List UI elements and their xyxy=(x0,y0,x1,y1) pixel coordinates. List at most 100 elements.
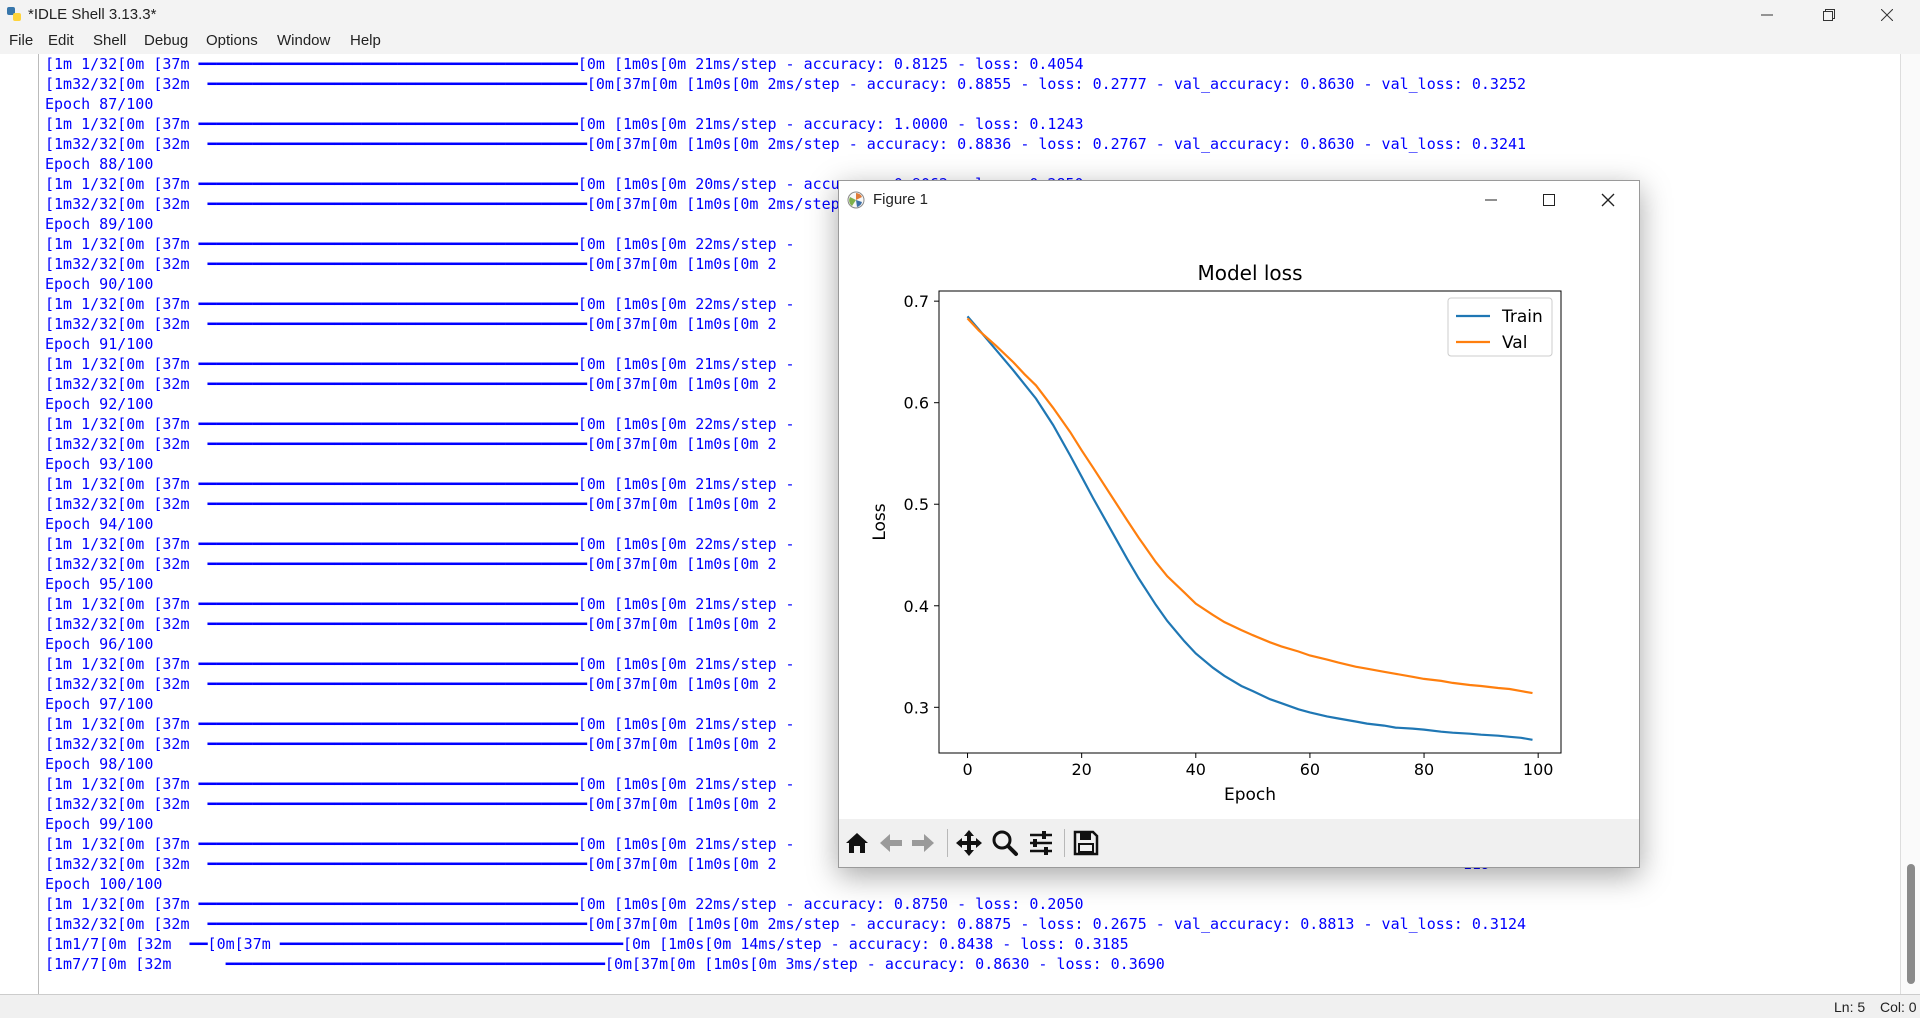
menu-shell[interactable]: Shell xyxy=(93,32,126,49)
shell-output-line: [1m 1/32[0m [37m ━━━━━━━━━━━━━━━━━━━━… xyxy=(45,354,795,374)
home-icon xyxy=(844,830,870,856)
close-icon xyxy=(1601,193,1615,207)
shell-output-line: [1m 1/32[0m [37m ━━━━━━━━━━━━━━━━━━━━… xyxy=(45,894,1102,914)
toolbar-separator xyxy=(1064,829,1065,857)
figure-canvas[interactable]: Model loss 0 20 40 60 80 100 0.3 0.4 0.5 0.6 0.7 Epo… xyxy=(839,219,1639,819)
epoch-line: Epoch 97/100 xyxy=(45,694,153,714)
series-line-train xyxy=(968,316,1533,739)
epoch-line: Epoch 95/100 xyxy=(45,574,153,594)
python-icon xyxy=(6,6,22,22)
x-tick-label: 80 xyxy=(1414,760,1434,779)
shell-output-line: [1m32/32[0m [32m ━━━━━━━━━━━━━━━━━━… xyxy=(45,74,1526,94)
epoch-line: Epoch 94/100 xyxy=(45,514,153,534)
x-tick-label: 60 xyxy=(1300,760,1320,779)
menu-edit[interactable]: Edit xyxy=(48,32,74,49)
epoch-line: Epoch 91/100 xyxy=(45,334,153,354)
menu-debug[interactable]: Debug xyxy=(144,32,188,49)
chart-title: Model loss xyxy=(1197,261,1302,285)
restore-button[interactable] xyxy=(1800,0,1858,30)
vertical-scrollbar[interactable] xyxy=(1900,54,1920,994)
zoom-button[interactable] xyxy=(990,828,1020,858)
shell-output-line: [1m 1/32[0m [37m ━━━━━━━━━━━━━━━━━━━━… xyxy=(45,714,795,734)
save-icon xyxy=(1073,830,1099,856)
loss-chart: Model loss 0 20 40 60 80 100 0.3 0.4 0.5 0.6 0.7 Epo… xyxy=(839,219,1639,819)
legend-label-val: Val xyxy=(1502,333,1527,353)
y-tick-label: 0.4 xyxy=(904,597,929,616)
shell-output-line: [1m7/7[0m [32m ━━━━━━━━━━━━━━━━… xyxy=(45,954,1165,974)
legend-label-train: Train xyxy=(1501,307,1543,327)
configure-subplots-button[interactable] xyxy=(1026,828,1056,858)
x-axis-label: Epoch xyxy=(1224,785,1276,805)
shell-output-line: [1m32/32[0m [32m ━━━━━━━━━━━━━━━━━━… xyxy=(45,914,1526,934)
shell-output-line: [1m 1/32[0m [37m ━━━━━━━━━━━━━━━━━━━━… xyxy=(45,654,795,674)
matplotlib-icon xyxy=(847,191,865,209)
y-tick-label: 0.3 xyxy=(904,698,929,717)
menu-options[interactable]: Options xyxy=(206,32,258,49)
epoch-line: Epoch 88/100 xyxy=(45,154,153,174)
shell-output-line: [1m 1/32[0m [37m ━━━━━━━━━━━━━━━━━━━━… xyxy=(45,774,795,794)
figure-window[interactable]: Figure 1 Model loss 0 20 40 60 80 100 0.3 0.4 0.5… xyxy=(838,180,1640,868)
epoch-line: Epoch 87/100 xyxy=(45,94,153,114)
y-tick-label: 0.7 xyxy=(904,292,929,311)
status-line: Ln: 5 xyxy=(1834,999,1865,1015)
forward-arrow-icon xyxy=(910,830,936,856)
figure-minimize-button[interactable] xyxy=(1462,181,1520,219)
shell-output-line: [1m 1/32[0m [37m ━━━━━━━━━━━━━━━━━━━━… xyxy=(45,534,795,554)
x-tick-label: 20 xyxy=(1071,760,1091,779)
configure-subplots-icon xyxy=(1027,829,1055,857)
shell-output-line: [1m 1/32[0m [37m ━━━━━━━━━━━━━━━━━━━━… xyxy=(45,234,795,254)
y-tick-label: 0.5 xyxy=(904,495,929,514)
restore-icon xyxy=(1823,9,1835,21)
epoch-line: Epoch 100/100 xyxy=(45,874,162,894)
minimize-button[interactable] xyxy=(1738,0,1796,30)
shell-output-line: [1m1/7[0m [32m ━━[0m[37m ━━━━━━━━━━… xyxy=(45,934,1147,954)
home-button[interactable] xyxy=(842,828,872,858)
toolbar-separator xyxy=(947,829,948,857)
shell-output-line: [1m 1/32[0m [37m ━━━━━━━━━━━━━━━━━━━━… xyxy=(45,594,795,614)
shell-output-line: [1m32/32[0m [32m ━━━━━━━━━━━━━━━━━━… xyxy=(45,134,1526,154)
close-button[interactable] xyxy=(1858,0,1916,30)
shell-output-line: [1m 1/32[0m [37m ━━━━━━━━━━━━━━━━━━━━… xyxy=(45,54,1102,74)
epoch-line: Epoch 92/100 xyxy=(45,394,153,414)
figure-title: Figure 1 xyxy=(873,191,928,208)
status-bar: Ln: 5 Col: 0 xyxy=(0,994,1920,1018)
x-tick-label: 0 xyxy=(962,760,972,779)
series-line-val xyxy=(968,318,1533,693)
shell-output-line: [1m 1/32[0m [37m ━━━━━━━━━━━━━━━━━━━━… xyxy=(45,834,795,854)
y-tick-label: 0.6 xyxy=(904,394,929,413)
status-column: Col: 0 xyxy=(1880,999,1917,1015)
close-icon xyxy=(1881,9,1893,21)
x-tick-label: 100 xyxy=(1523,760,1554,779)
scrollbar-thumb[interactable] xyxy=(1907,864,1915,984)
figure-maximize-button[interactable] xyxy=(1520,181,1578,219)
x-tick-label: 40 xyxy=(1186,760,1206,779)
epoch-line: Epoch 96/100 xyxy=(45,634,153,654)
epoch-line: Epoch 90/100 xyxy=(45,274,153,294)
epoch-line: Epoch 89/100 xyxy=(45,214,153,234)
epoch-line: Epoch 93/100 xyxy=(45,454,153,474)
zoom-icon xyxy=(991,829,1019,857)
figure-close-button[interactable] xyxy=(1579,181,1637,219)
epoch-line: Epoch 98/100 xyxy=(45,754,153,774)
y-axis-label: Loss xyxy=(870,503,890,540)
epoch-line: Epoch 99/100 xyxy=(45,814,153,834)
pan-button[interactable] xyxy=(954,828,984,858)
title-bar: *IDLE Shell 3.13.3* xyxy=(0,0,1920,30)
pan-icon xyxy=(955,829,983,857)
back-button[interactable] xyxy=(876,828,906,858)
menu-help[interactable]: Help xyxy=(350,32,381,49)
shell-output-line: [1m 1/32[0m [37m ━━━━━━━━━━━━━━━━━━━━… xyxy=(45,294,795,314)
figure-toolbar xyxy=(839,819,1639,867)
shell-output-line: [1m 1/32[0m [37m ━━━━━━━━━━━━━━━━━━━━… xyxy=(45,114,1102,134)
minimize-icon xyxy=(1761,9,1773,21)
menu-window[interactable]: Window xyxy=(277,32,330,49)
menu-file[interactable]: File xyxy=(9,32,33,49)
figure-title-bar: Figure 1 xyxy=(839,181,1639,219)
save-button[interactable] xyxy=(1071,828,1101,858)
minimize-icon xyxy=(1485,194,1497,206)
window-title: *IDLE Shell 3.13.3* xyxy=(28,6,156,23)
shell-output-line: [1m 1/32[0m [37m ━━━━━━━━━━━━━━━━━━━━… xyxy=(45,474,795,494)
back-arrow-icon xyxy=(878,830,904,856)
menu-bar: File Edit Shell Debug Options Window Hel… xyxy=(0,30,1920,54)
forward-button[interactable] xyxy=(908,828,938,858)
